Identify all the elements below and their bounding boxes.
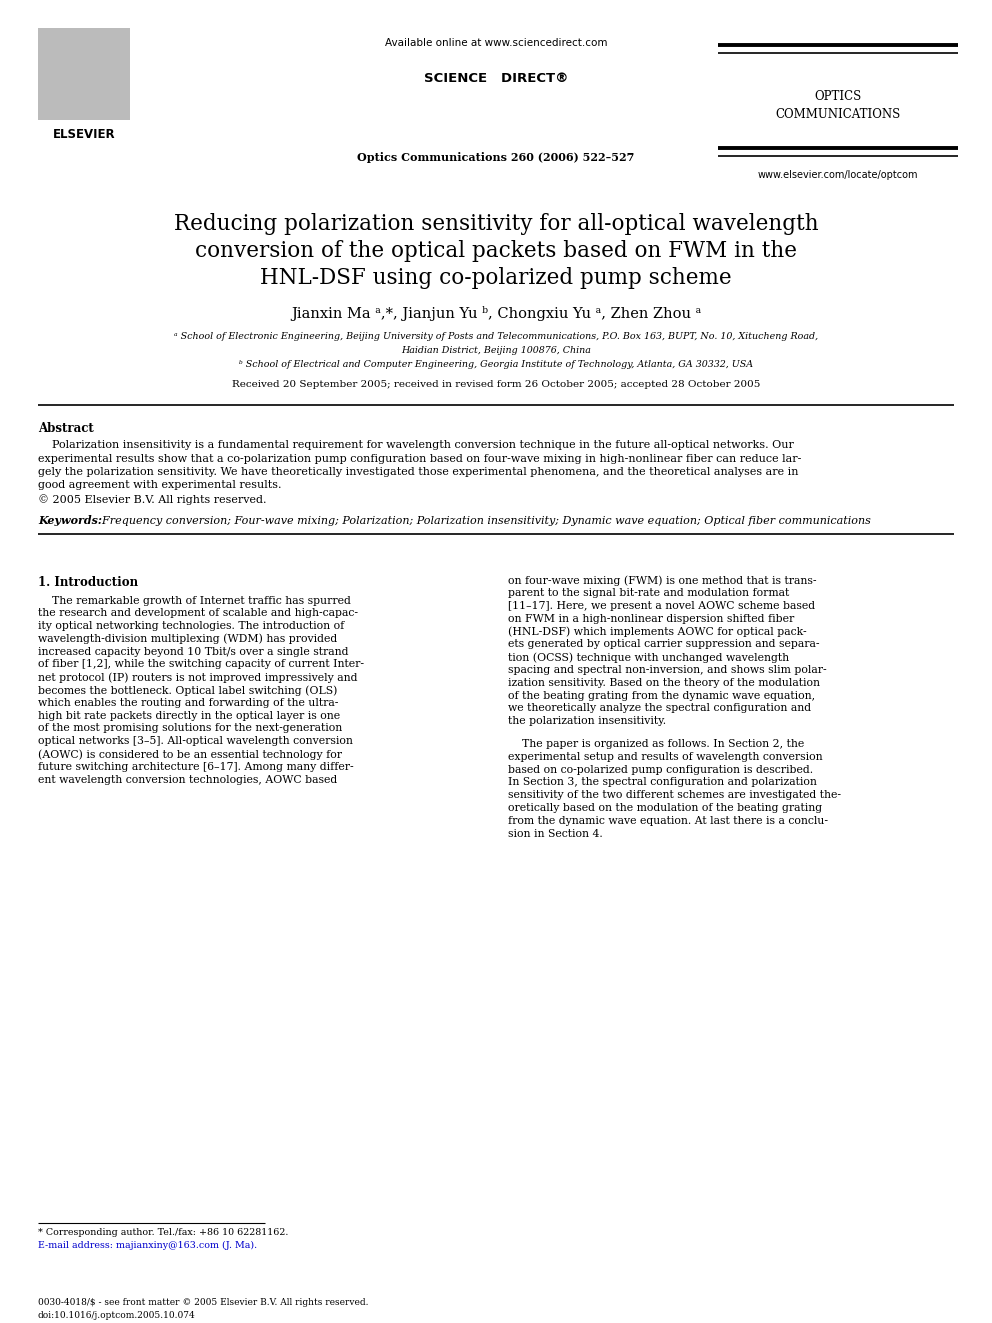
Text: we theoretically analyze the spectral configuration and: we theoretically analyze the spectral co… — [508, 704, 811, 713]
Text: The remarkable growth of Internet traffic has spurred: The remarkable growth of Internet traffi… — [38, 595, 351, 606]
Text: HNL-DSF using co-polarized pump scheme: HNL-DSF using co-polarized pump scheme — [260, 267, 732, 288]
Text: the research and development of scalable and high-capac-: the research and development of scalable… — [38, 609, 358, 618]
Text: sensitivity of the two different schemes are investigated the-: sensitivity of the two different schemes… — [508, 790, 841, 800]
Text: ity optical networking technologies. The introduction of: ity optical networking technologies. The… — [38, 620, 344, 631]
Text: on FWM in a high-nonlinear dispersion shifted fiber: on FWM in a high-nonlinear dispersion sh… — [508, 614, 795, 624]
Text: [11–17]. Here, we present a novel AOWC scheme based: [11–17]. Here, we present a novel AOWC s… — [508, 601, 815, 611]
Text: high bit rate packets directly in the optical layer is one: high bit rate packets directly in the op… — [38, 710, 340, 721]
Text: Jianxin Ma ᵃ,*, Jianjun Yu ᵇ, Chongxiu Yu ᵃ, Zhen Zhou ᵃ: Jianxin Ma ᵃ,*, Jianjun Yu ᵇ, Chongxiu Y… — [291, 306, 701, 321]
Text: COMMUNICATIONS: COMMUNICATIONS — [776, 108, 901, 120]
Text: * Corresponding author. Tel./fax: +86 10 62281162.: * Corresponding author. Tel./fax: +86 10… — [38, 1228, 289, 1237]
Text: increased capacity beyond 10 Tbit/s over a single strand: increased capacity beyond 10 Tbit/s over… — [38, 647, 348, 656]
Text: ELSEVIER: ELSEVIER — [53, 128, 115, 142]
Text: parent to the signal bit-rate and modulation format: parent to the signal bit-rate and modula… — [508, 589, 790, 598]
Text: © 2005 Elsevier B.V. All rights reserved.: © 2005 Elsevier B.V. All rights reserved… — [38, 493, 267, 505]
Text: Optics Communications 260 (2006) 522–527: Optics Communications 260 (2006) 522–527 — [357, 152, 635, 163]
Text: ᵃ School of Electronic Engineering, Beijing University of Posts and Telecommunic: ᵃ School of Electronic Engineering, Beij… — [174, 332, 818, 341]
Text: oretically based on the modulation of the beating grating: oretically based on the modulation of th… — [508, 803, 822, 814]
Text: experimental setup and results of wavelength conversion: experimental setup and results of wavele… — [508, 751, 822, 762]
Text: from the dynamic wave equation. At last there is a conclu-: from the dynamic wave equation. At last … — [508, 816, 828, 826]
Text: 1. Introduction: 1. Introduction — [38, 576, 138, 589]
Text: The paper is organized as follows. In Section 2, the: The paper is organized as follows. In Se… — [508, 740, 805, 749]
Text: conversion of the optical packets based on FWM in the: conversion of the optical packets based … — [195, 239, 797, 262]
Text: OPTICS: OPTICS — [814, 90, 862, 103]
Text: (HNL-DSF) which implements AOWC for optical pack-: (HNL-DSF) which implements AOWC for opti… — [508, 627, 806, 638]
Text: ent wavelength conversion technologies, AOWC based: ent wavelength conversion technologies, … — [38, 775, 337, 785]
Text: (AOWC) is considered to be an essential technology for: (AOWC) is considered to be an essential … — [38, 749, 342, 759]
Text: sion in Section 4.: sion in Section 4. — [508, 828, 603, 839]
Text: the polarization insensitivity.: the polarization insensitivity. — [508, 716, 666, 726]
Text: doi:10.1016/j.optcom.2005.10.074: doi:10.1016/j.optcom.2005.10.074 — [38, 1311, 195, 1320]
Text: good agreement with experimental results.: good agreement with experimental results… — [38, 480, 282, 491]
Text: spacing and spectral non-inversion, and shows slim polar-: spacing and spectral non-inversion, and … — [508, 665, 826, 675]
Text: Received 20 September 2005; received in revised form 26 October 2005; accepted 2: Received 20 September 2005; received in … — [232, 380, 760, 389]
Text: optical networks [3–5]. All-optical wavelength conversion: optical networks [3–5]. All-optical wave… — [38, 737, 353, 746]
Bar — [38, 28, 130, 120]
Text: www.elsevier.com/locate/optcom: www.elsevier.com/locate/optcom — [758, 169, 919, 180]
Text: ization sensitivity. Based on the theory of the modulation: ization sensitivity. Based on the theory… — [508, 677, 820, 688]
Text: which enables the routing and forwarding of the ultra-: which enables the routing and forwarding… — [38, 699, 338, 708]
Text: tion (OCSS) technique with unchanged wavelength: tion (OCSS) technique with unchanged wav… — [508, 652, 789, 663]
Text: based on co-polarized pump configuration is described.: based on co-polarized pump configuration… — [508, 765, 813, 775]
Text: future switching architecture [6–17]. Among many differ-: future switching architecture [6–17]. Am… — [38, 762, 353, 771]
Text: 0030-4018/$ - see front matter © 2005 Elsevier B.V. All rights reserved.: 0030-4018/$ - see front matter © 2005 El… — [38, 1298, 368, 1307]
Text: SCIENCE   DIRECT®: SCIENCE DIRECT® — [424, 71, 568, 85]
Text: Keywords:: Keywords: — [38, 516, 102, 527]
Text: Reducing polarization sensitivity for all-optical wavelength: Reducing polarization sensitivity for al… — [174, 213, 818, 235]
Text: of the beating grating from the dynamic wave equation,: of the beating grating from the dynamic … — [508, 691, 815, 701]
Text: wavelength-division multiplexing (WDM) has provided: wavelength-division multiplexing (WDM) h… — [38, 634, 337, 644]
Text: of fiber [1,2], while the switching capacity of current Inter-: of fiber [1,2], while the switching capa… — [38, 659, 364, 669]
Text: of the most promising solutions for the next-generation: of the most promising solutions for the … — [38, 724, 342, 733]
Text: Available online at www.sciencedirect.com: Available online at www.sciencedirect.co… — [385, 38, 607, 48]
Text: Haidian District, Beijing 100876, China: Haidian District, Beijing 100876, China — [401, 347, 591, 355]
Text: net protocol (IP) routers is not improved impressively and: net protocol (IP) routers is not improve… — [38, 672, 357, 683]
Text: E-mail address: majianxiny@163.com (J. Ma).: E-mail address: majianxiny@163.com (J. M… — [38, 1241, 257, 1250]
Text: Polarization insensitivity is a fundamental requirement for wavelength conversio: Polarization insensitivity is a fundamen… — [38, 441, 794, 450]
Text: gely the polarization sensitivity. We have theoretically investigated those expe: gely the polarization sensitivity. We ha… — [38, 467, 799, 478]
Text: Frequency conversion; Four-wave mixing; Polarization; Polarization insensitivity: Frequency conversion; Four-wave mixing; … — [95, 516, 871, 525]
Text: ᵇ School of Electrical and Computer Engineering, Georgia Institute of Technology: ᵇ School of Electrical and Computer Engi… — [239, 360, 753, 369]
Text: In Section 3, the spectral configuration and polarization: In Section 3, the spectral configuration… — [508, 778, 816, 787]
Text: on four-wave mixing (FWM) is one method that is trans-: on four-wave mixing (FWM) is one method … — [508, 576, 816, 586]
Text: experimental results show that a co-polarization pump configuration based on fou: experimental results show that a co-pola… — [38, 454, 802, 463]
Text: ets generated by optical carrier suppression and separa-: ets generated by optical carrier suppres… — [508, 639, 819, 650]
Text: becomes the bottleneck. Optical label switching (OLS): becomes the bottleneck. Optical label sw… — [38, 685, 337, 696]
Text: Abstract: Abstract — [38, 422, 94, 435]
